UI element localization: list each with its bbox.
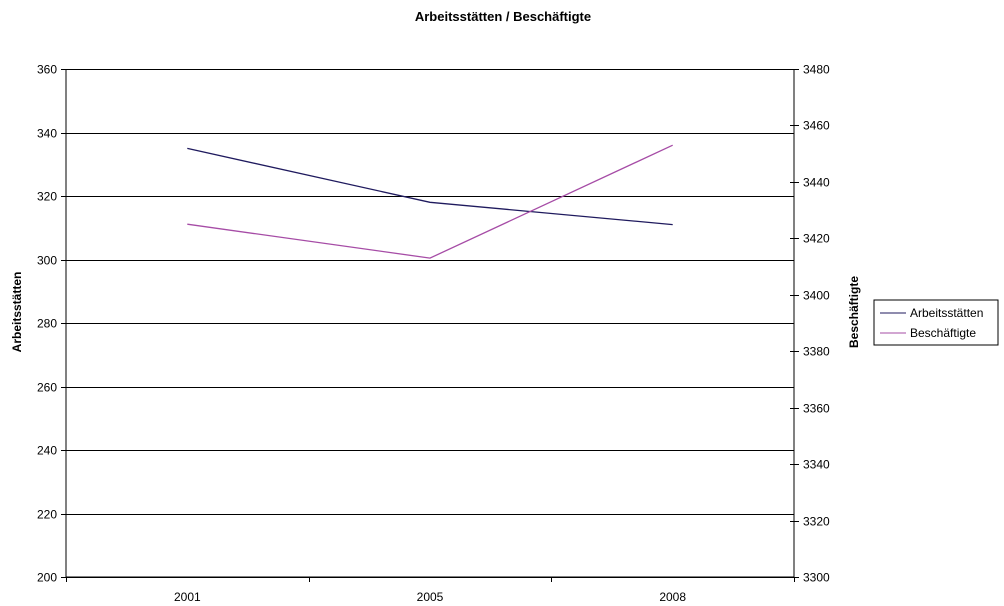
left-tick-label: 220 (37, 508, 57, 522)
left-tick-label: 200 (37, 571, 57, 585)
left-y-axis-title: Arbeitsstätten (10, 272, 24, 353)
chart-title: Arbeitsstätten / Beschäftigte (415, 9, 591, 24)
series-line-beschaeftigte (187, 144, 673, 259)
legend-label-beschaeftigte: Beschäftigte (910, 326, 976, 340)
right-tick-label: 3420 (803, 232, 830, 246)
x-ticks: 2001 2005 2008 (66, 577, 795, 604)
x-tick-label: 2005 (417, 590, 444, 604)
left-tick-label: 320 (37, 190, 57, 204)
series-lines (187, 144, 673, 259)
right-tick-label: 3340 (803, 458, 830, 472)
left-y-ticks: 200 220 240 260 280 300 320 340 360 (37, 63, 66, 585)
series-line-arbeitsstaetten (187, 147, 673, 226)
right-tick-label: 3380 (803, 345, 830, 359)
x-tick-label: 2008 (659, 590, 686, 604)
left-tick-label: 300 (37, 254, 57, 268)
left-tick-label: 340 (37, 127, 57, 141)
right-y-ticks: 3300 3320 3340 3360 3380 3400 3420 3440 3460 3480 (790, 63, 830, 585)
right-tick-label: 3360 (803, 402, 830, 416)
right-tick-label: 3400 (803, 289, 830, 303)
right-tick-label: 3460 (803, 119, 830, 133)
right-y-axis-title: Beschäftigte (847, 276, 861, 348)
left-tick-label: 260 (37, 381, 57, 395)
left-tick-label: 280 (37, 317, 57, 331)
left-tick-label: 360 (37, 63, 57, 77)
legend: Arbeitsstätten Beschäftigte (873, 299, 999, 346)
right-tick-label: 3440 (803, 176, 830, 190)
right-tick-label: 3480 (803, 63, 830, 77)
legend-label-arbeitsstaetten: Arbeitsstätten (910, 306, 983, 320)
right-tick-label: 3300 (803, 571, 830, 585)
legend-box (873, 299, 999, 346)
left-tick-label: 240 (37, 444, 57, 458)
right-tick-label: 3320 (803, 515, 830, 529)
gridlines (66, 69, 794, 578)
x-tick-label: 2001 (174, 590, 201, 604)
